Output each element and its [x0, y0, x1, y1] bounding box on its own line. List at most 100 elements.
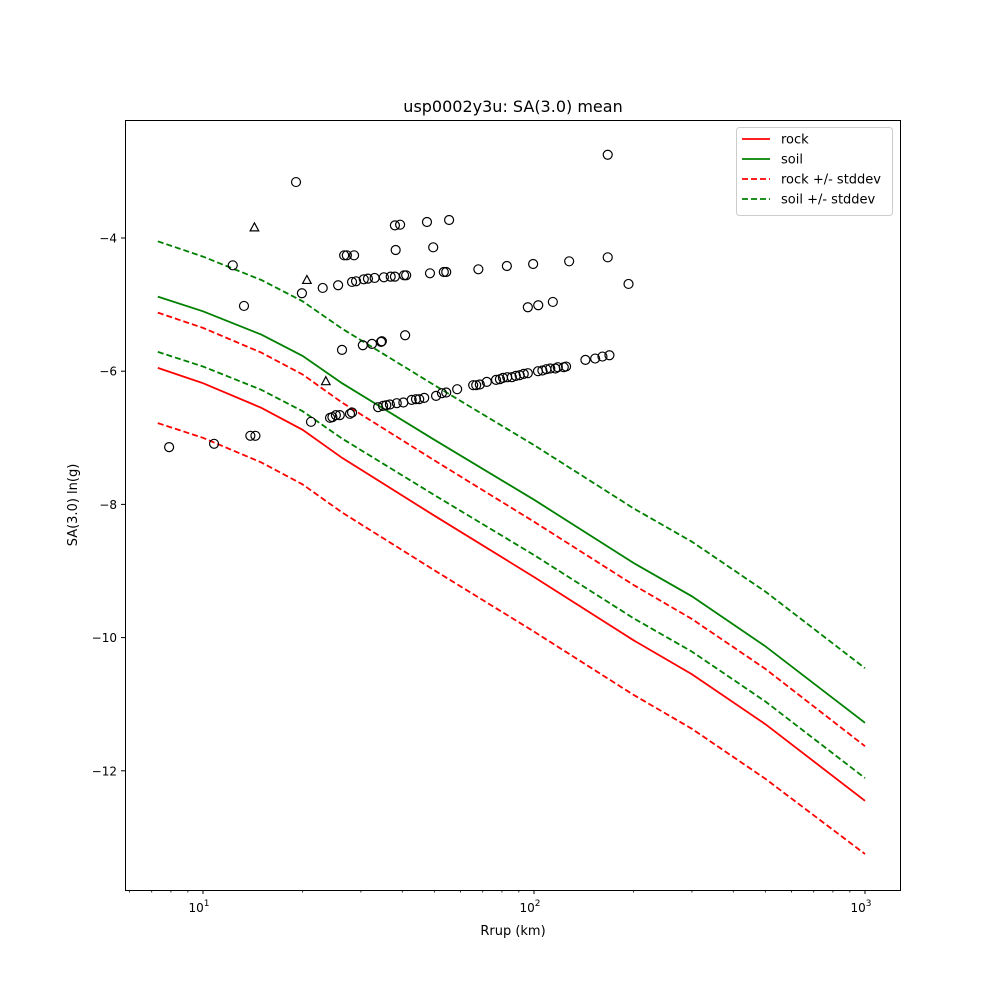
data-point-circle: [344, 408, 356, 419]
data-point-circle: [317, 282, 328, 294]
data-point-circle: [410, 394, 422, 405]
data-point-circle: [395, 219, 406, 230]
data-point-circle: [623, 278, 634, 290]
data-point-circle: [164, 442, 175, 453]
data-point-circle: [580, 354, 591, 365]
data-point-circle: [421, 216, 433, 228]
data-point-circle: [341, 250, 352, 261]
data-point-circle: [362, 273, 374, 284]
series-line-soil: [157, 295, 866, 724]
data-point-circle: [358, 274, 369, 285]
data-point-circle: [334, 410, 345, 421]
data-point-circle: [533, 300, 544, 311]
data-point-circle: [441, 387, 452, 398]
curves: [157, 240, 866, 855]
y-tick-label: −4: [99, 232, 117, 246]
data-point-circle: [346, 276, 358, 288]
data-point-circle: [346, 407, 358, 418]
data-point-circle: [602, 252, 613, 263]
data-point-circle: [547, 296, 558, 308]
data-point-circle: [452, 384, 463, 395]
data-point-circle: [441, 266, 452, 278]
data-point-circle: [375, 336, 387, 347]
data-point-circle: [518, 368, 529, 379]
series-line-rock: [157, 367, 866, 802]
x-tick-label: 101: [188, 899, 209, 915]
data-point-circle: [444, 214, 455, 226]
data-point-triangle: [320, 375, 332, 386]
chart-title: usp0002y3u: SA(3.0) mean: [403, 97, 622, 116]
data-point-circle: [602, 149, 613, 160]
data-point-circle: [545, 363, 556, 374]
x-tick-label: 102: [519, 899, 540, 915]
data-point-circle: [438, 266, 449, 278]
data-point-circle: [385, 271, 396, 282]
data-point-circle: [564, 256, 575, 267]
data-point-circle: [378, 272, 390, 283]
data-point-circle: [552, 362, 563, 373]
data-point-circle: [419, 392, 430, 403]
data-point-circle: [430, 390, 442, 401]
data-point-circle: [339, 250, 350, 261]
x-axis: 101 102 103: [129, 890, 872, 915]
series-line-soil-stddev: [157, 240, 866, 669]
data-point-circle: [522, 368, 533, 379]
data-point-circle: [384, 399, 396, 410]
axes-frame: [125, 120, 901, 891]
data-point-circle: [389, 220, 401, 231]
data-point-circle: [227, 260, 238, 271]
data-point-triangle: [301, 274, 313, 285]
legend-label: rock: [781, 133, 809, 148]
data-point-circle: [290, 176, 302, 188]
data-point-circle: [400, 330, 411, 341]
data-point-circle: [208, 438, 220, 449]
data-point-circle: [522, 302, 533, 313]
y-axis: −4 −6 −8 −10 −12: [92, 232, 125, 778]
scatter-points: [164, 149, 634, 453]
data-point-circle: [604, 350, 615, 361]
data-point-circle: [490, 374, 502, 385]
data-point-circle: [391, 398, 402, 409]
data-point-circle: [597, 351, 608, 362]
data-point-circle: [428, 242, 439, 253]
y-tick-label: −12: [92, 764, 117, 778]
series-line-rock-stddev: [157, 311, 866, 747]
data-point-circle: [468, 380, 479, 391]
data-point-circle: [473, 264, 484, 275]
data-point-circle: [350, 276, 362, 287]
y-tick-label: −8: [99, 498, 117, 512]
x-axis-label: Rrup (km): [480, 924, 545, 939]
data-point-circle: [528, 258, 539, 270]
data-point-circle: [333, 280, 344, 291]
series-line-soil-lower: [157, 351, 866, 779]
data-point-circle: [401, 270, 412, 281]
data-point-circle: [348, 250, 360, 261]
data-point-circle: [560, 361, 572, 372]
data-point-circle: [245, 430, 256, 441]
y-tick-label: −6: [99, 365, 117, 379]
data-point-circle: [406, 394, 417, 405]
data-point-circle: [510, 370, 521, 381]
data-point-circle: [330, 410, 341, 421]
legend-label: rock +/- stddev: [781, 173, 881, 188]
data-point-circle: [424, 268, 436, 279]
y-axis-label: SA(3.0) ln(g): [66, 464, 81, 547]
data-point-circle: [305, 416, 317, 427]
data-point-circle: [414, 394, 425, 405]
data-point-circle: [474, 379, 485, 390]
data-point-circle: [381, 400, 392, 411]
data-point-circle: [390, 244, 401, 256]
data-point-circle: [336, 344, 348, 355]
y-tick-label: −10: [92, 631, 117, 645]
data-point-circle: [501, 260, 512, 272]
data-point-triangle: [249, 221, 260, 232]
x-tick-label: 103: [850, 899, 871, 915]
data-point-circle: [481, 376, 492, 387]
legend-label: soil +/- stddev: [781, 193, 876, 208]
data-point-circle: [296, 288, 308, 299]
data-point-circle: [376, 336, 387, 347]
legend: rock soil rock +/- stddev soil +/- stddev: [736, 127, 893, 216]
legend-frame: [736, 127, 893, 216]
data-point-circle: [590, 353, 601, 364]
